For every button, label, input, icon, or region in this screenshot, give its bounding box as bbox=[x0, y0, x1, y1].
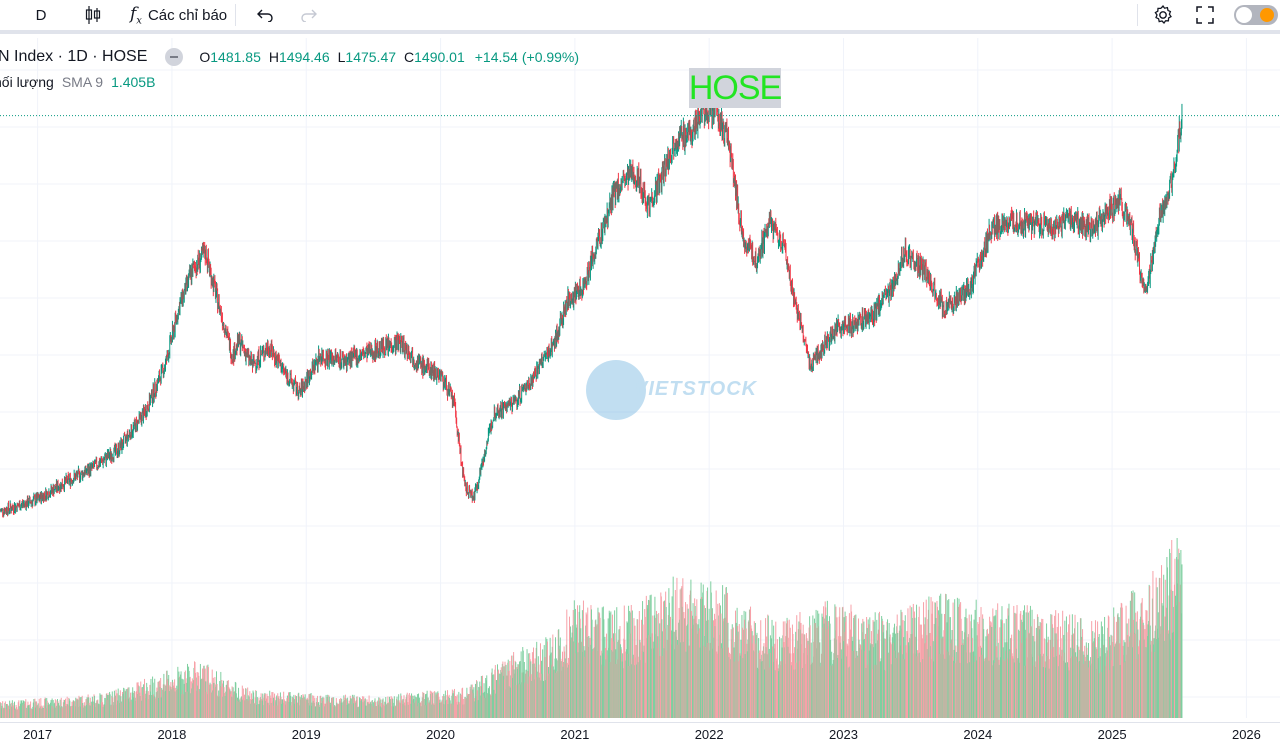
x-tick-label: 2023 bbox=[829, 727, 858, 742]
volume-legend: hối lượng SMA 9 1.405B bbox=[0, 74, 155, 90]
fullscreen-icon[interactable] bbox=[1190, 0, 1220, 30]
volume-label[interactable]: hối lượng bbox=[0, 74, 54, 90]
ohlc-values: O1481.85 H1494.46 L1475.47 C1490.01 +14.… bbox=[199, 49, 579, 65]
top-toolbar: D fx Các chỉ báo bbox=[0, 0, 1280, 34]
x-tick-label: 2025 bbox=[1097, 727, 1127, 742]
indicators-button[interactable]: fx Các chỉ báo bbox=[122, 0, 235, 30]
change-value: +14.54 (+0.99%) bbox=[474, 49, 580, 65]
x-tick-label: 2018 bbox=[157, 727, 187, 742]
redo-icon[interactable] bbox=[294, 0, 324, 30]
fx-icon: fx bbox=[130, 3, 142, 27]
high-label: H bbox=[268, 49, 279, 65]
low-value: 1475.47 bbox=[345, 49, 397, 65]
x-tick-label: 2026 bbox=[1231, 727, 1261, 742]
x-tick-label: 2020 bbox=[426, 727, 455, 742]
indicators-label: Các chỉ báo bbox=[147, 6, 228, 24]
symbol-title[interactable]: N Index · 1D · HOSE bbox=[0, 48, 148, 65]
toolbar-right bbox=[1137, 0, 1280, 30]
symbol-legend: N Index · 1D · HOSE O1481.85 H1494.46 L1… bbox=[0, 46, 579, 68]
x-tick-label: 2019 bbox=[291, 727, 321, 742]
high-value: 1494.46 bbox=[279, 49, 330, 65]
x-tick-label: 2024 bbox=[963, 727, 993, 742]
time-axis[interactable]: 2017 2018 2019 2020 2021 2022 2023 2024 2025 2026 bbox=[0, 722, 1280, 751]
x-tick-label: 2021 bbox=[560, 727, 590, 742]
open-label: O bbox=[199, 49, 211, 65]
chart-pane[interactable] bbox=[0, 38, 1280, 728]
candlestick-icon[interactable] bbox=[78, 0, 108, 30]
x-tick-label: 2017 bbox=[23, 727, 53, 742]
hide-series-icon[interactable] bbox=[165, 48, 184, 66]
volume-sma-label: SMA 9 bbox=[61, 74, 104, 90]
close-value: 1490.01 bbox=[414, 49, 465, 65]
volume-sma-value: 1.405B bbox=[111, 74, 156, 90]
x-tick-label: 2022 bbox=[694, 727, 724, 742]
low-label: L bbox=[337, 49, 346, 65]
undo-icon[interactable] bbox=[250, 0, 280, 30]
toolbar-separator bbox=[235, 4, 237, 26]
open-value: 1481.85 bbox=[210, 49, 261, 65]
close-label: C bbox=[404, 49, 415, 65]
sun-icon bbox=[1260, 8, 1274, 22]
price-chart[interactable] bbox=[0, 38, 1280, 728]
toggle-knob bbox=[1236, 7, 1252, 23]
toolbar-separator bbox=[1137, 4, 1138, 26]
hose-badge: HOSE bbox=[688, 68, 782, 108]
interval-button[interactable]: D bbox=[35, 6, 47, 24]
gear-icon[interactable] bbox=[1148, 0, 1178, 30]
theme-toggle-icon[interactable] bbox=[1234, 5, 1278, 25]
